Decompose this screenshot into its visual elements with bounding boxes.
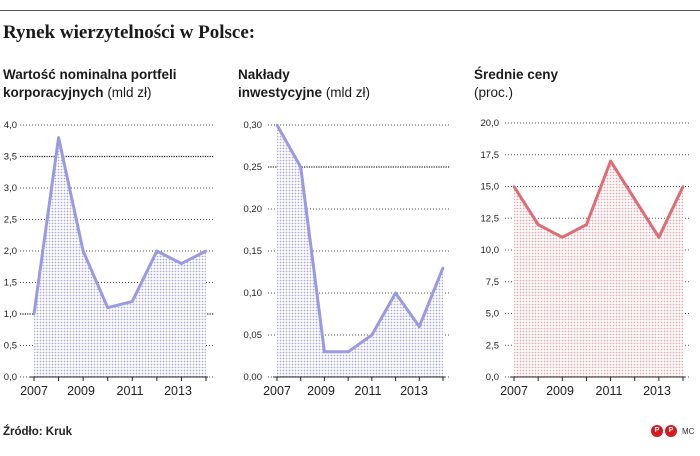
panel-2-x-tick-label: 2011 <box>355 384 382 398</box>
panel-1-data-point <box>57 136 60 139</box>
panel-3-data-point <box>512 185 516 188</box>
panel-3-y-tick-label: 5,0 <box>486 309 499 320</box>
panel-1-unit: (mld zł) <box>107 85 152 100</box>
panel-1-heading: Wartość nominalna portfeli korporacyjnyc… <box>3 66 177 102</box>
panel-1-y-tick-label: 0,5 <box>4 341 17 352</box>
panel-2-data-point <box>394 291 397 295</box>
panel-1-x-tick-label: 2009 <box>67 384 95 398</box>
panel-3-y-tick-label: 0,0 <box>486 372 499 383</box>
panel-1-area <box>34 137 206 377</box>
panel-1-y-tick-label: 3,5 <box>4 152 17 163</box>
panel-1-y-tick-label: 4,0 <box>4 120 17 131</box>
panel-1-x-tick-label: 2013 <box>164 384 192 398</box>
panel-3-data-point <box>633 197 637 201</box>
panel-2-title-line1: Nakłady <box>238 67 290 82</box>
panel-3-x-tick-label: 2009 <box>546 384 574 398</box>
panel-3-y-tick-label: 2,5 <box>486 340 499 351</box>
panel-2-x-tick-label: 2009 <box>307 384 335 398</box>
panel-2-title-line2: inwestycyjne <box>238 85 323 100</box>
panel-1-data-point <box>106 306 110 310</box>
panel-3-y-tick-label: 7,5 <box>486 277 499 288</box>
panel-3-data-point <box>560 236 564 239</box>
panel-3-x-tick-label: 2013 <box>643 384 671 398</box>
logo-mark: P <box>651 425 663 437</box>
panel-2-y-tick-label: 0,20 <box>244 204 263 215</box>
panel-1-data-point <box>155 249 159 253</box>
panel-2-y-tick-label: 0,05 <box>244 330 263 341</box>
panel-3-unit: (proc.) <box>474 85 514 100</box>
panel-1-title-line1: Wartość nominalna portfeli <box>3 67 177 82</box>
source-note: Źródło: Kruk <box>3 426 72 438</box>
panel-2-y-tick-label: 0,30 <box>244 120 263 131</box>
panel-3-y-tick-label: 10,0 <box>481 245 500 256</box>
panel-1-y-tick-label: 1,5 <box>4 278 17 289</box>
panel-2-data-point <box>346 350 350 354</box>
panel-3-y-tick-label: 15,0 <box>481 182 500 193</box>
panel-2-data-point <box>323 350 326 354</box>
panel-2-y-tick-label: 0,25 <box>244 162 263 173</box>
panel-1-y-tick-label: 1,0 <box>4 309 17 320</box>
panel-2-heading: Nakłady inwestycyjne (mld zł) <box>238 66 370 102</box>
panel-1-y-tick-label: 0,0 <box>4 372 17 383</box>
panel-1-data-point <box>180 262 183 265</box>
panel-2-unit: (mld zł) <box>325 85 371 100</box>
panel-3-y-tick-label: 17,5 <box>481 150 500 161</box>
panel-2-data-point <box>275 123 279 127</box>
panel-1-title-line2: korporacyjnych <box>3 85 104 100</box>
panel-3-y-tick-label: 12,5 <box>481 213 500 224</box>
panel-1-data-point <box>204 249 208 253</box>
panel-2-data-point <box>441 266 445 270</box>
panel-3-x-tick-label: 2007 <box>500 384 528 398</box>
panel-3-data-point <box>657 236 661 239</box>
panel-1-x-tick-label: 2011 <box>117 384 144 398</box>
panel-1-data-point <box>81 249 85 253</box>
panel-1-data-point <box>130 300 134 303</box>
credit-text: MC <box>682 426 695 436</box>
logo-mark-2: P <box>665 425 677 437</box>
panel-3-data-point <box>681 185 685 188</box>
panel-3-series-line <box>512 159 685 239</box>
panel-1-y-tick-label: 2,0 <box>4 246 17 257</box>
top-rule <box>0 10 700 11</box>
panel-1-x-tick-label: 2007 <box>20 384 48 398</box>
panel-3-data-point <box>585 223 588 226</box>
panel-2-x-tick-label: 2013 <box>400 384 428 398</box>
panel-2-y-tick-label: 0,00 <box>244 372 263 383</box>
panel-2-data-point <box>299 165 303 169</box>
panel-2-series-line <box>275 124 445 354</box>
panel-3-x-tick-label: 2011 <box>596 384 623 398</box>
panel-2-x-tick-label: 2007 <box>263 384 291 398</box>
panel-2-y-tick-label: 0,15 <box>244 246 263 257</box>
panel-2-data-point <box>370 333 374 337</box>
panel-3-y-tick-label: 20,0 <box>481 118 500 129</box>
publisher-logo: P P MC <box>651 425 694 437</box>
panel-2-data-point <box>417 325 421 328</box>
panel-3-heading: Średnie ceny (proc.) <box>474 66 558 102</box>
panel-3-area <box>514 161 683 377</box>
panel-1-data-point <box>32 312 36 316</box>
panel-3-data-point <box>536 223 540 226</box>
infographic-title: Rynek wierzytelności w Polsce: <box>3 22 256 43</box>
panel-1-y-tick-label: 2,5 <box>4 215 17 226</box>
panel-2-y-tick-label: 0,10 <box>244 288 263 299</box>
panel-3-title-line1: Średnie ceny <box>474 67 559 82</box>
panel-1-series-line <box>32 136 207 315</box>
panel-1-y-tick-label: 3,0 <box>4 183 17 194</box>
panel-3-data-point <box>609 159 612 163</box>
